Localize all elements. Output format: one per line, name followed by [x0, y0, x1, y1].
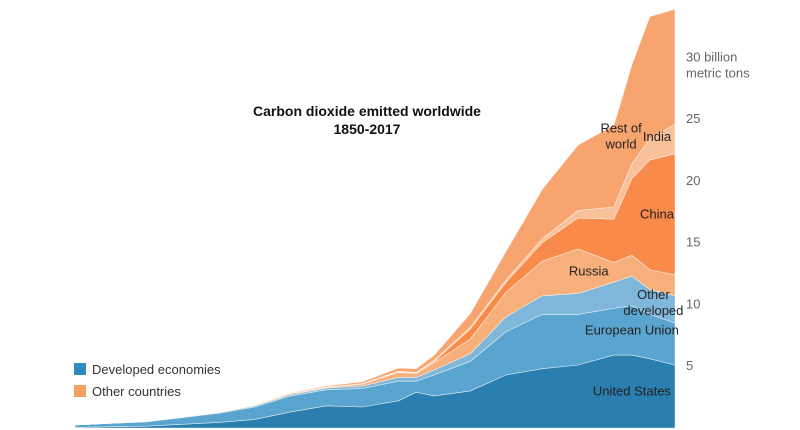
legend-swatch-developed	[74, 363, 86, 375]
label-russia: Russia	[569, 264, 610, 279]
legend-swatch-other	[74, 385, 86, 397]
label-india: India	[643, 129, 672, 144]
y-tick-label: 10	[686, 296, 700, 311]
chart-subtitle: 1850-2017	[334, 121, 401, 137]
y-unit-label: metric tons	[686, 65, 750, 80]
series-label-layer: United States European Union Other develope…	[569, 121, 683, 399]
y-tick-label: 20	[686, 173, 700, 188]
area-rest-of-world	[74, 8, 676, 426]
chart-title: Carbon dioxide emitted worldwide	[253, 103, 481, 119]
legend-label-other: Other countries	[92, 384, 181, 399]
y-tick-label: 30 billion	[686, 49, 737, 64]
y-tick-label: 15	[686, 235, 700, 250]
legend-label-developed: Developed economies	[92, 362, 221, 377]
y-tick-label: 25	[686, 111, 700, 126]
y-tick-label: 5	[686, 358, 693, 373]
label-rest-of-world: Rest of world	[601, 121, 643, 152]
label-united-states: United States	[593, 384, 672, 399]
label-european-union: European Union	[585, 322, 679, 337]
label-china: China	[640, 207, 675, 222]
area-layer	[74, 8, 676, 429]
label-other-developed: Other developed	[623, 287, 683, 318]
legend: Developed economies Other countries	[74, 362, 221, 399]
